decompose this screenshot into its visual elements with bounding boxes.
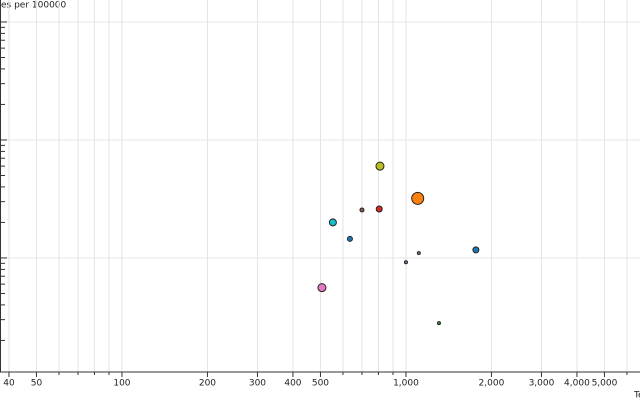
x-tick-label: 300 — [249, 379, 266, 389]
bubble — [328, 218, 337, 227]
x-tick-label: 1,000 — [393, 379, 419, 389]
x-tick-label: 3,000 — [529, 379, 555, 389]
x-tick-label: 400 — [284, 379, 301, 389]
bubble — [436, 321, 441, 326]
x-tick-label: 5,000 — [592, 379, 618, 389]
bubble — [359, 207, 365, 213]
bubble — [472, 246, 480, 254]
bubble — [403, 260, 408, 265]
y-axis-label: es per 100000 — [1, 1, 67, 11]
x-tick-label: 200 — [199, 379, 216, 389]
x-axis-label: Te — [633, 391, 640, 400]
bubble — [375, 205, 383, 213]
bubble — [375, 161, 385, 171]
bubble — [317, 283, 327, 293]
x-tick-label: 100 — [113, 379, 130, 389]
x-tick-label: 500 — [312, 379, 329, 389]
x-tick-label: 4,000 — [564, 379, 590, 389]
bubble — [346, 235, 353, 242]
bubble — [411, 191, 425, 205]
bubble — [416, 251, 421, 256]
x-tick-label: 50 — [31, 379, 43, 389]
x-tick-label: 2,000 — [479, 379, 505, 389]
x-tick-label: 40 — [3, 379, 15, 389]
